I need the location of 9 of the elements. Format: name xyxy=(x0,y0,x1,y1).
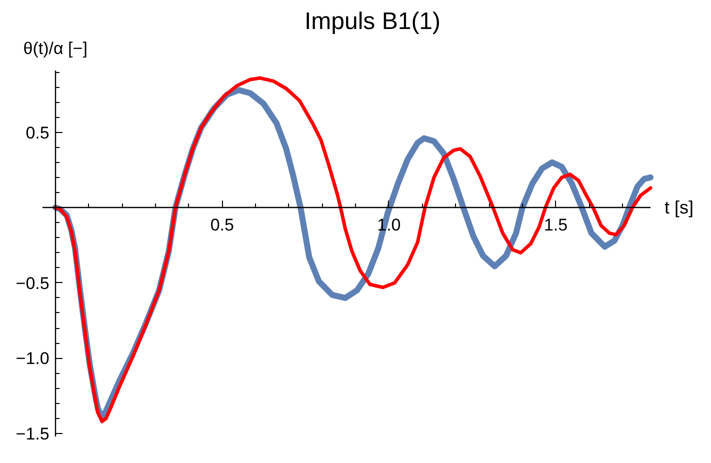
y-tick-label: −1.5 xyxy=(16,424,50,444)
y-tick-label: 0.5 xyxy=(26,123,50,142)
x-axis-title: t [s] xyxy=(664,198,694,218)
y-tick-label: −1.0 xyxy=(16,349,50,368)
y-axis-title: θ(t)/α [−] xyxy=(23,39,88,58)
chart-title: Impuls B1(1) xyxy=(304,8,441,35)
y-tick-label: −0.5 xyxy=(16,274,50,293)
x-tick-label: 1.5 xyxy=(544,216,568,235)
x-tick-label: 0.5 xyxy=(210,216,234,235)
